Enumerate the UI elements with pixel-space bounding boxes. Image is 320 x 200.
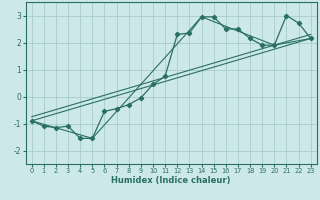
X-axis label: Humidex (Indice chaleur): Humidex (Indice chaleur) bbox=[111, 176, 231, 185]
